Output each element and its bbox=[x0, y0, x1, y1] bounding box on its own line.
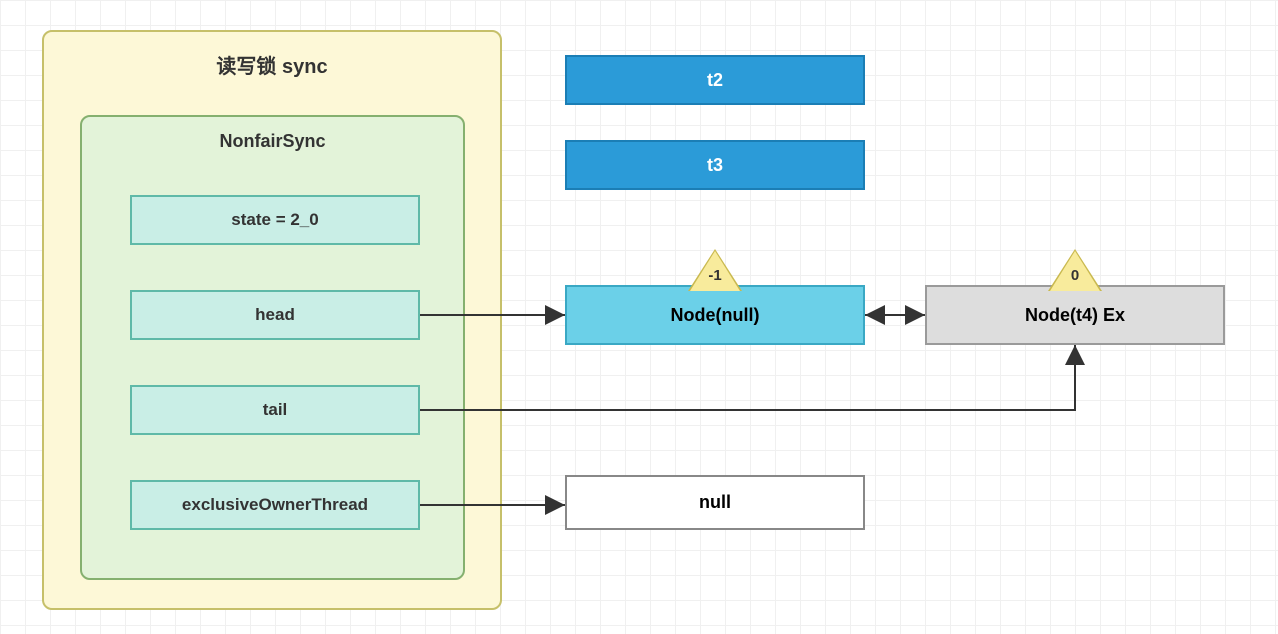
field-state-label: state = 2_0 bbox=[231, 210, 318, 230]
node-t4-label: Node(t4) Ex bbox=[1025, 305, 1125, 326]
null-box-label: null bbox=[699, 492, 731, 513]
field-state: state = 2_0 bbox=[130, 195, 420, 245]
thread-t2: t2 bbox=[565, 55, 865, 105]
node-null: Node(null) bbox=[565, 285, 865, 345]
field-tail: tail bbox=[130, 385, 420, 435]
field-head: head bbox=[130, 290, 420, 340]
thread-t2-label: t2 bbox=[707, 70, 723, 91]
field-tail-label: tail bbox=[263, 400, 288, 420]
field-exclusive-owner-thread: exclusiveOwnerThread bbox=[130, 480, 420, 530]
null-box: null bbox=[565, 475, 865, 530]
thread-t3-label: t3 bbox=[707, 155, 723, 176]
field-head-label: head bbox=[255, 305, 295, 325]
inner-title: NonfairSync bbox=[219, 131, 325, 152]
field-eot-label: exclusiveOwnerThread bbox=[182, 495, 368, 515]
node-null-triangle-value: -1 bbox=[695, 267, 735, 284]
outer-title: 读写锁 sync bbox=[216, 50, 327, 79]
node-t4: Node(t4) Ex bbox=[925, 285, 1225, 345]
node-t4-triangle-value: 0 bbox=[1055, 267, 1095, 284]
node-null-label: Node(null) bbox=[671, 305, 760, 326]
thread-t3: t3 bbox=[565, 140, 865, 190]
